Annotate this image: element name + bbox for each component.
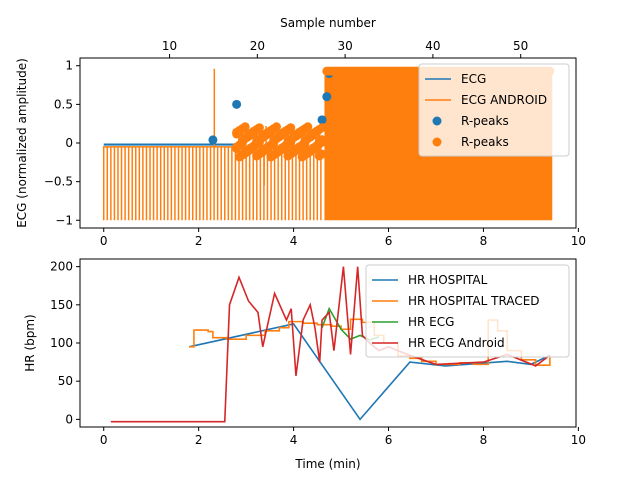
legend-box <box>418 63 570 157</box>
legend-entry: ECG <box>461 72 486 86</box>
r-peak-point-android <box>254 123 264 133</box>
legend-entry: HR HOSPITAL TRACED <box>408 294 540 308</box>
r-peak-point-android <box>303 122 313 132</box>
bottom-y-tick-label: 100 <box>50 336 73 350</box>
top-y-tick-label: 1 <box>65 59 73 73</box>
top-y-axis-label: ECG (normalized amplitude) <box>15 58 29 228</box>
r-peak-point-android <box>317 149 327 159</box>
bottom-y-axis-label: HR (bpm) <box>23 314 37 371</box>
top-x-tick-label: 0 <box>100 234 108 248</box>
bottom-x-tick-label: 6 <box>385 433 393 447</box>
top-x-tick-label: 10 <box>571 234 586 248</box>
legend-entry: HR ECG Android <box>408 336 505 350</box>
bottom-x-axis-label: Time (min) <box>294 457 360 471</box>
top-secondary-axis-label: Sample number <box>280 16 376 30</box>
top-x-tick-label: 2 <box>195 234 203 248</box>
bottom-legend: HR HOSPITAL HR HOSPITAL TRACED HR ECG HR EC… <box>365 264 570 358</box>
bottom-x-tick-label: 0 <box>100 433 108 447</box>
top-secondary-tick-label: 40 <box>425 39 440 53</box>
r-peak-point-android <box>317 123 327 133</box>
r-peak-point <box>322 92 332 102</box>
top-x-tick-label: 8 <box>480 234 488 248</box>
bottom-y-tick-label: 200 <box>50 260 73 274</box>
legend-entry: HR ECG <box>408 315 454 329</box>
legend-entry: HR HOSPITAL <box>408 273 488 287</box>
legend-marker <box>432 137 442 147</box>
top-ticks: 0 2 4 6 8 10 −1 −0.5 0 0.5 1 10 20 30 40 50 <box>44 39 586 248</box>
r-peak-point-android <box>272 122 282 132</box>
bottom-x-tick-label: 8 <box>480 433 488 447</box>
r-peak-point-android <box>317 137 327 147</box>
bottom-y-tick-label: 0 <box>65 412 73 426</box>
legend-marker <box>432 116 442 126</box>
top-secondary-tick-label: 50 <box>513 39 528 53</box>
top-x-tick-label: 4 <box>290 234 298 248</box>
top-x-tick-label: 6 <box>385 234 393 248</box>
top-ecg-plot: 0 2 4 6 8 10 −1 −0.5 0 0.5 1 10 20 30 40 50 Sample numb… <box>15 16 586 248</box>
hr-series-line-0 <box>188 323 551 421</box>
r-peak-point-android <box>240 122 250 132</box>
r-peak-point <box>208 135 218 145</box>
r-peak-point <box>232 99 242 109</box>
r-peak-point <box>317 115 327 125</box>
bottom-y-tick-label: 150 <box>50 298 73 312</box>
top-secondary-tick-label: 30 <box>337 39 352 53</box>
top-y-tick-label: 0 <box>65 136 73 150</box>
legend-entry: ECG ANDROID <box>461 93 547 107</box>
top-y-tick-label: −0.5 <box>44 175 73 189</box>
top-plot-frame <box>79 57 577 229</box>
legend-entry: R-peaks <box>461 114 509 128</box>
legend-entry: R-peaks <box>461 135 509 149</box>
bottom-y-tick-label: 50 <box>58 374 73 388</box>
top-secondary-tick-label: 20 <box>250 39 265 53</box>
bottom-plot-frame <box>79 258 577 428</box>
top-legend: ECG ECG ANDROID R-peaks R-peaks <box>418 63 570 157</box>
bottom-x-tick-label: 4 <box>290 433 298 447</box>
top-y-tick-label: −1 <box>55 213 73 227</box>
r-peak-point-android <box>286 123 296 133</box>
bottom-x-tick-label: 2 <box>195 433 203 447</box>
top-secondary-tick-label: 10 <box>162 39 177 53</box>
legend-box <box>365 264 570 358</box>
top-y-tick-label: 0.5 <box>54 97 73 111</box>
bottom-x-tick-label: 10 <box>571 433 586 447</box>
